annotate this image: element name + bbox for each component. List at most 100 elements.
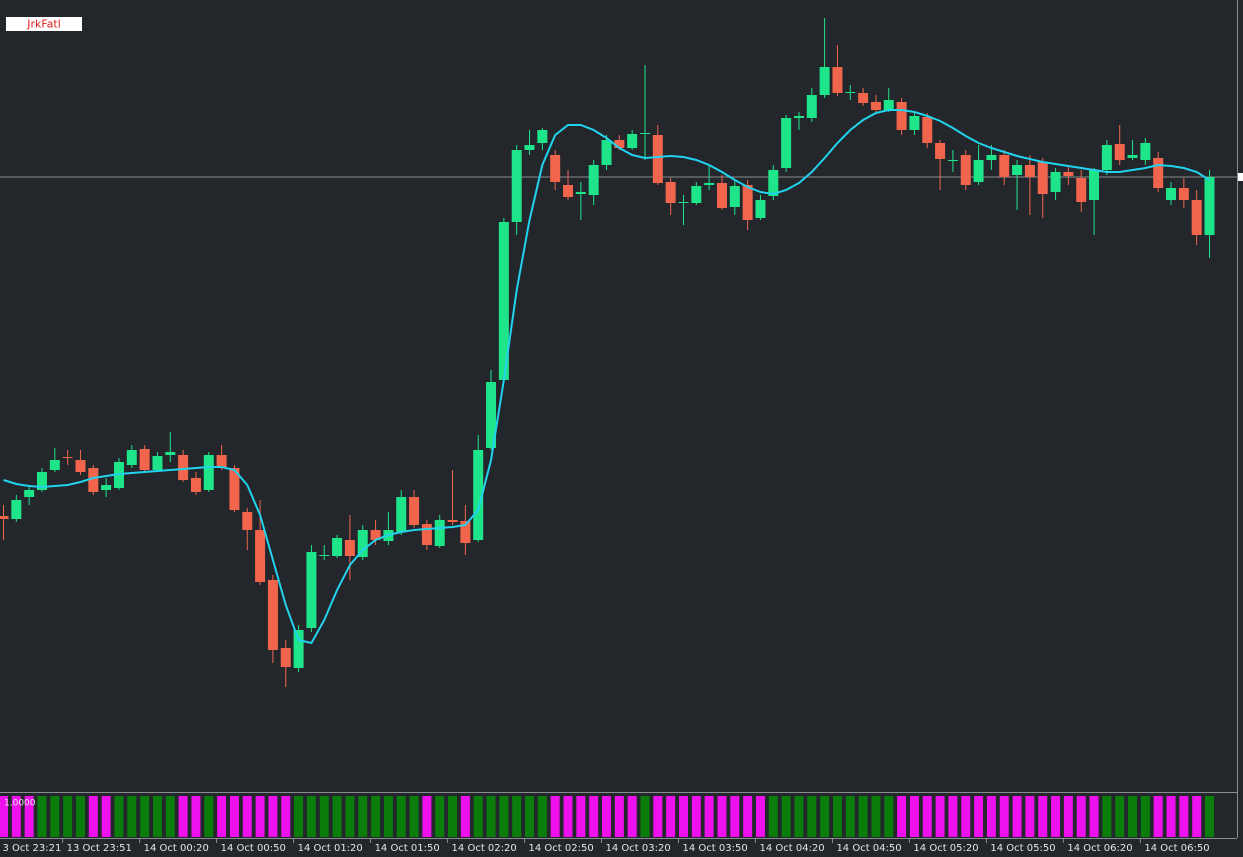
- candle-body: [178, 455, 189, 480]
- candle-body: [511, 150, 522, 222]
- indicator-bar: [191, 796, 201, 837]
- indicator-bar: [768, 796, 778, 837]
- indicator-bar: [1128, 796, 1138, 837]
- candle-body: [652, 135, 663, 183]
- candle-body: [88, 468, 99, 492]
- candle-body: [947, 160, 958, 161]
- candle-body: [819, 67, 830, 95]
- candle-body: [344, 540, 355, 556]
- indicator-bar: [63, 796, 73, 837]
- indicator-bar: [820, 796, 830, 837]
- x-tick-label: 14 Oct 00:20: [144, 843, 209, 854]
- indicator-bar: [140, 796, 150, 837]
- indicator-bar: [922, 796, 932, 837]
- indicator-bar: [371, 796, 381, 837]
- candle-body: [1204, 177, 1215, 235]
- indicator-bar: [24, 796, 34, 837]
- candle-body: [49, 460, 60, 470]
- indicator-bar: [319, 796, 329, 837]
- candle-body: [473, 450, 484, 540]
- candle-body: [486, 382, 497, 448]
- x-tick-label: 14 Oct 04:50: [836, 843, 901, 854]
- indicator-bar: [961, 796, 971, 837]
- indicator-bar: [614, 796, 624, 837]
- indicator-bar: [1179, 796, 1189, 837]
- indicator-bar: [332, 796, 342, 837]
- candle-body: [806, 95, 817, 118]
- x-tick-label: 13 Oct 23:51: [67, 843, 132, 854]
- title-box: [6, 17, 82, 31]
- candle-body: [11, 500, 22, 519]
- candle-body: [242, 512, 253, 530]
- indicator-bar: [743, 796, 753, 837]
- indicator-bar: [807, 796, 817, 837]
- candle-body: [832, 67, 843, 93]
- candle-body: [691, 186, 702, 203]
- candle-body: [755, 200, 766, 218]
- candle-body: [563, 185, 574, 197]
- indicator-bar: [730, 796, 740, 837]
- indicator-bar: [845, 796, 855, 837]
- indicator-bar: [383, 796, 393, 837]
- candle-body: [640, 133, 650, 134]
- indicator-bar: [666, 796, 676, 837]
- indicator-bar: [88, 796, 98, 837]
- candle-body: [665, 182, 676, 203]
- candle-body: [306, 552, 317, 628]
- indicator-bar: [114, 796, 124, 837]
- indicator-bar: [37, 796, 47, 837]
- candle-body: [1127, 155, 1138, 158]
- candle-body: [729, 186, 740, 207]
- indicator-bar: [178, 796, 188, 837]
- marks: 1.0000 3 Oct 23:21 13 Oct 23:51 14 Oct 00:2…: [0, 18, 1243, 854]
- indicator-bar: [550, 796, 560, 837]
- candle-body: [101, 485, 112, 490]
- indicator-bar: [794, 796, 804, 837]
- candle-body: [1076, 178, 1087, 202]
- candle-body: [396, 497, 407, 532]
- indicator-bar: [627, 796, 637, 837]
- indicator-bar: [537, 796, 547, 837]
- indicator-bar: [435, 796, 445, 837]
- candle-body: [267, 580, 278, 650]
- indicator-bar: [1192, 796, 1202, 837]
- candle-body: [203, 455, 214, 490]
- indicator-bar: [871, 796, 881, 837]
- indicator-bar: [986, 796, 996, 837]
- indicator-bar: [1089, 796, 1099, 837]
- indicator-bar: [678, 796, 688, 837]
- x-tick-label: 14 Oct 00:50: [221, 843, 286, 854]
- indicator-bar: [281, 796, 291, 837]
- indicator-bar: [897, 796, 907, 837]
- candle-body: [1191, 200, 1202, 235]
- indicator-bar: [858, 796, 868, 837]
- candle-body: [678, 202, 689, 203]
- indicator-bar: [1038, 796, 1048, 837]
- indicator-bar: [152, 796, 162, 837]
- candle-body: [960, 155, 971, 185]
- candle-body: [845, 92, 856, 93]
- indicator-bar: [268, 796, 278, 837]
- indicator-bar: [884, 796, 894, 837]
- candle-body: [370, 530, 381, 540]
- candle-body: [550, 155, 561, 182]
- x-tick-label: 14 Oct 02:20: [452, 843, 517, 854]
- indicator-bar: [948, 796, 958, 837]
- candle-body: [1037, 162, 1048, 194]
- chart-title: JrkFatl: [26, 18, 61, 31]
- indicator-bar: [306, 796, 316, 837]
- indicator-bar: [0, 796, 8, 837]
- candle-body: [627, 134, 638, 148]
- indicator-bar: [602, 796, 612, 837]
- candle-body: [973, 160, 984, 182]
- candle-body: [62, 457, 73, 458]
- candle-body: [190, 478, 201, 492]
- indicator-bar: [781, 796, 791, 837]
- candle-body: [1140, 143, 1151, 160]
- x-tick-label: 14 Oct 05:20: [913, 843, 978, 854]
- indicator-bar: [755, 796, 765, 837]
- candle-body: [0, 516, 9, 519]
- candle-body: [1050, 172, 1061, 192]
- x-tick-label: 14 Oct 06:50: [1144, 843, 1209, 854]
- candle-body: [75, 460, 86, 472]
